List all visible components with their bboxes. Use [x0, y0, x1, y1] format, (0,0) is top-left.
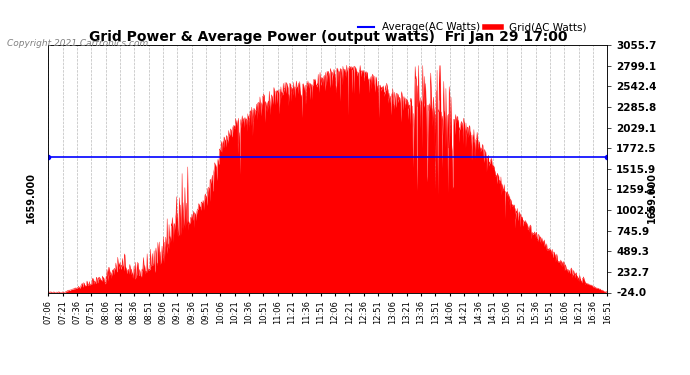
- Title: Grid Power & Average Power (output watts)  Fri Jan 29 17:00: Grid Power & Average Power (output watts…: [88, 30, 567, 44]
- Text: Copyright 2021 Cartronics.com: Copyright 2021 Cartronics.com: [7, 39, 148, 48]
- Legend: Average(AC Watts), Grid(AC Watts): Average(AC Watts), Grid(AC Watts): [354, 18, 591, 36]
- Text: 1659.000: 1659.000: [647, 172, 657, 223]
- Text: 1659.000: 1659.000: [26, 172, 36, 223]
